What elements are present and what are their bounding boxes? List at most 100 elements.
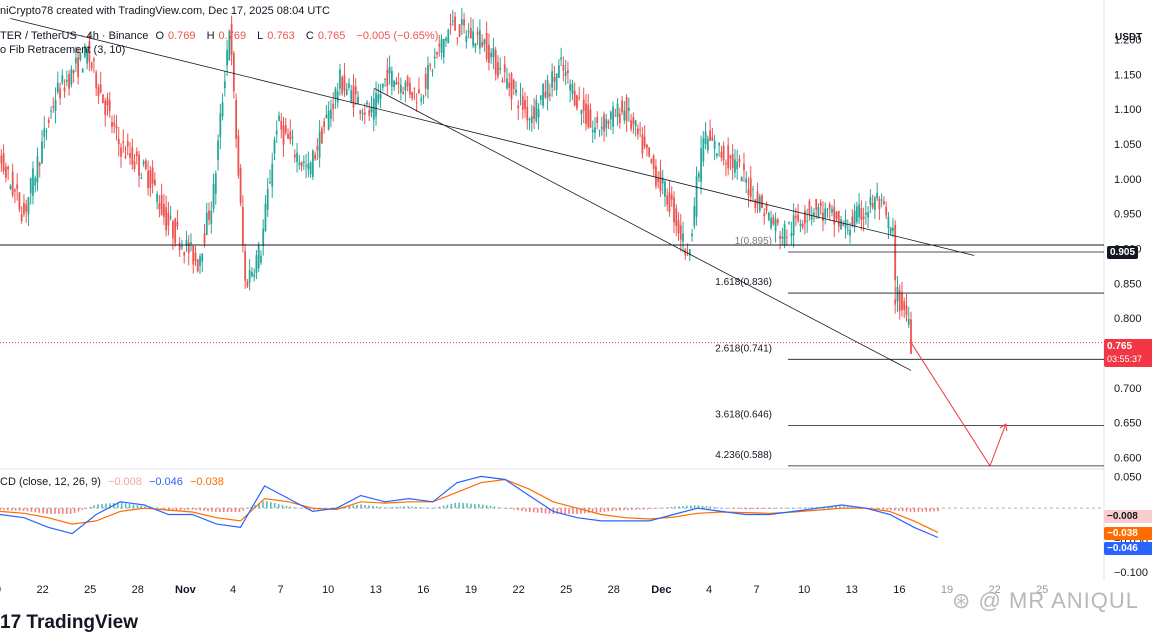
- candle: [269, 169, 271, 183]
- candle: [400, 77, 402, 100]
- macd-histogram-bar: [89, 507, 91, 508]
- macd-histogram-bar: [470, 504, 472, 509]
- candle: [520, 83, 522, 106]
- macd-histogram-bar: [882, 508, 884, 509]
- level-price-tag: 0.905: [1107, 246, 1138, 259]
- candle: [734, 149, 736, 178]
- candle: [405, 80, 407, 102]
- candle: [454, 12, 456, 31]
- candle: [802, 220, 804, 229]
- macd-histogram-bar: [66, 508, 68, 514]
- candle: [323, 118, 325, 134]
- candle: [292, 130, 294, 146]
- candle: [700, 136, 702, 195]
- macd-histogram-bar: [808, 507, 810, 508]
- candle: [206, 203, 208, 235]
- candle: [66, 71, 68, 87]
- macd-histogram-bar: [231, 508, 233, 512]
- candle: [384, 78, 386, 86]
- candle: [420, 94, 422, 106]
- candle: [540, 95, 542, 105]
- macd-histogram-bar: [411, 507, 413, 509]
- candle: [804, 205, 806, 234]
- macd-histogram-bar: [898, 508, 900, 511]
- macd-histogram-bar: [419, 507, 421, 508]
- macd-histogram-bar: [407, 506, 409, 508]
- candle: [174, 218, 176, 247]
- macd-histogram-bar: [894, 508, 896, 510]
- macd-histogram-bar: [745, 508, 747, 509]
- candle: [258, 242, 260, 272]
- candle: [59, 82, 61, 105]
- candle: [102, 94, 104, 103]
- candle: [693, 197, 695, 229]
- macd-histogram-bar: [537, 508, 539, 512]
- candle: [190, 233, 192, 251]
- candle: [120, 143, 122, 168]
- macd-histogram-bar: [694, 505, 696, 508]
- candle: [296, 143, 298, 173]
- candle: [560, 48, 562, 66]
- candle: [484, 38, 486, 51]
- macd-histogram-bar: [86, 508, 88, 509]
- candle: [651, 159, 653, 165]
- candle: [251, 267, 253, 278]
- fib-level-label: 1(0.895): [735, 236, 772, 247]
- candle: [856, 202, 858, 225]
- macd-histogram-bar: [627, 508, 629, 510]
- candle: [341, 75, 343, 96]
- candle: [576, 95, 578, 111]
- candle: [786, 229, 788, 246]
- macd-histogram-bar: [0, 508, 1, 510]
- candle: [7, 165, 9, 180]
- candle: [450, 14, 452, 35]
- candle: [55, 87, 57, 123]
- candle: [395, 77, 397, 85]
- macd-histogram-bar: [15, 508, 17, 510]
- candle: [901, 282, 903, 317]
- candle: [637, 124, 639, 139]
- macd-histogram-bar: [741, 508, 743, 509]
- x-tick-label: 19: [465, 584, 477, 596]
- x-tick-label: 19: [0, 584, 1, 596]
- candle: [790, 222, 792, 246]
- candle: [113, 115, 115, 134]
- candle: [242, 195, 244, 252]
- macd-histogram-bar: [105, 504, 107, 509]
- candle: [506, 68, 508, 90]
- macd-histogram-bar: [729, 508, 731, 509]
- candle: [407, 75, 409, 92]
- x-tick-label: 13: [846, 584, 858, 596]
- candle: [827, 208, 829, 218]
- macd-histogram-bar: [294, 507, 296, 508]
- macd-histogram-bar: [776, 508, 778, 509]
- macd-histogram-bar: [765, 508, 767, 509]
- candle: [156, 191, 158, 209]
- candle: [682, 222, 684, 253]
- candle: [854, 204, 856, 233]
- candle: [16, 173, 18, 200]
- x-tick-label: 10: [798, 584, 810, 596]
- macd-histogram-bar: [619, 508, 621, 510]
- macd-histogram-bar: [717, 507, 719, 508]
- candle: [129, 142, 131, 165]
- candle: [542, 83, 544, 109]
- candle: [145, 158, 147, 170]
- macd-histogram-bar: [525, 508, 527, 511]
- candle: [553, 66, 555, 91]
- macd-histogram-bar: [415, 507, 417, 508]
- candle: [91, 62, 93, 72]
- candle: [301, 161, 303, 171]
- candle: [436, 52, 438, 59]
- macd-histogram-bar: [890, 508, 892, 510]
- macd-histogram-bar: [125, 503, 127, 508]
- candle: [743, 153, 745, 182]
- candle: [240, 164, 242, 206]
- macd-histogram-bar: [647, 508, 649, 509]
- candle: [215, 171, 217, 205]
- candle: [127, 133, 129, 155]
- candle: [219, 104, 221, 149]
- candle: [781, 228, 783, 246]
